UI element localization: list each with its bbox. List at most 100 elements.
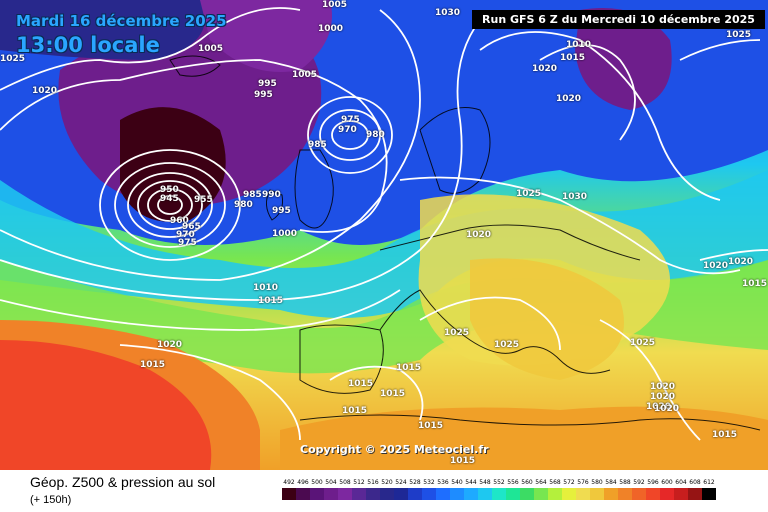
legend-value: 540 xyxy=(451,479,463,486)
isobar-label: 1015 xyxy=(342,406,368,416)
isobar-label: 1020 xyxy=(654,404,680,414)
coastline-europe xyxy=(379,224,641,374)
legend-entry: 568 xyxy=(548,478,562,500)
legend-value: 596 xyxy=(647,479,659,486)
isobar-label: 1020 xyxy=(556,94,582,104)
legend-entry: 608 xyxy=(688,478,702,500)
legend-swatch xyxy=(380,488,394,500)
legend-value: 492 xyxy=(283,479,295,486)
legend-swatch xyxy=(408,488,422,500)
legend-swatch xyxy=(282,488,296,500)
legend-value: 600 xyxy=(661,479,673,486)
legend-entry: 504 xyxy=(324,478,338,500)
isobar-label: 1020 xyxy=(650,392,676,402)
legend-entry: 556 xyxy=(506,478,520,500)
legend-entry: 596 xyxy=(646,478,660,500)
legend-value: 576 xyxy=(577,479,589,486)
isobar-label: 1015 xyxy=(140,360,166,370)
legend-value: 508 xyxy=(339,479,351,486)
isobar-label: 995 xyxy=(272,206,291,216)
isobar-label: 1010 xyxy=(253,283,279,293)
product-title: Géop. Z500 & pression au sol xyxy=(30,474,216,490)
isobar-label: 970 xyxy=(338,125,357,135)
legend-entry: 584 xyxy=(604,478,618,500)
geopotential-zone-orange-south xyxy=(280,406,768,470)
coastline-ireland xyxy=(266,189,283,221)
legend-entry: 524 xyxy=(394,478,408,500)
isobar-label: 1015 xyxy=(348,379,374,389)
legend-swatch xyxy=(604,488,618,500)
isobar-label: 1015 xyxy=(560,53,586,63)
legend-entry: 576 xyxy=(576,478,590,500)
isobar-label: 1020 xyxy=(646,402,672,412)
legend-entry: 572 xyxy=(562,478,576,500)
isobar-label: 1020 xyxy=(650,382,676,392)
isobar-label: 1020 xyxy=(728,257,754,267)
legend-swatch xyxy=(632,488,646,500)
legend-value: 612 xyxy=(703,479,715,486)
isobar-label: 970 xyxy=(176,230,195,240)
isobar-label: 950 xyxy=(160,185,179,195)
legend-swatch xyxy=(702,488,716,500)
isobar-label: 1020 xyxy=(157,340,183,350)
lead-time: (+ 150h) xyxy=(30,494,72,506)
isobar-label: 1015 xyxy=(450,456,476,466)
legend-value: 556 xyxy=(507,479,519,486)
geopotential-zone-dark-band xyxy=(0,0,205,60)
legend-swatch xyxy=(450,488,464,500)
isobar-label: 1025 xyxy=(630,338,656,348)
model-run-label: Run GFS 6 Z du Mercredi 10 décembre 2025 xyxy=(472,10,765,29)
isobar-label: 1015 xyxy=(396,363,422,373)
legend-value: 588 xyxy=(619,479,631,486)
legend-entry: 600 xyxy=(660,478,674,500)
isobar-label: 985 xyxy=(308,140,327,150)
legend-entry: 500 xyxy=(310,478,324,500)
legend-swatch xyxy=(478,488,492,500)
legend-swatch xyxy=(436,488,450,500)
isobar-label: 1015 xyxy=(742,279,768,289)
legend-swatch xyxy=(422,488,436,500)
legend-entry: 516 xyxy=(366,478,380,500)
legend-swatch xyxy=(548,488,562,500)
isobar-label: 1015 xyxy=(258,296,284,306)
legend-swatch xyxy=(310,488,324,500)
legend-value: 512 xyxy=(353,479,365,486)
legend-swatch xyxy=(492,488,506,500)
forecast-date: Mardi 16 décembre 2025 xyxy=(16,12,227,30)
isobar-label: 1020 xyxy=(32,86,58,96)
legend-swatch xyxy=(296,488,310,500)
legend-value: 608 xyxy=(689,479,701,486)
legend-value: 496 xyxy=(297,479,309,486)
isobar-label: 980 xyxy=(234,200,253,210)
legend-value: 604 xyxy=(675,479,687,486)
legend-entry: 492 xyxy=(282,478,296,500)
isobar-label: 975 xyxy=(178,238,197,248)
legend-value: 564 xyxy=(535,479,547,486)
isobar-label: 980 xyxy=(366,130,385,140)
legend-entry: 552 xyxy=(492,478,506,500)
isobar-label: 1015 xyxy=(380,389,406,399)
legend-entry: 560 xyxy=(520,478,534,500)
isobar-label: 1025 xyxy=(0,54,26,64)
geopotential-zone-deep-purple-low xyxy=(120,107,226,222)
legend-swatch xyxy=(324,488,338,500)
legend-swatch xyxy=(646,488,660,500)
legend-value: 520 xyxy=(381,479,393,486)
legend-entry: 528 xyxy=(408,478,422,500)
legend-entry: 548 xyxy=(478,478,492,500)
coastline-iberia xyxy=(299,324,384,394)
legend-swatch xyxy=(534,488,548,500)
legend-entry: 532 xyxy=(422,478,436,500)
legend-entry: 512 xyxy=(352,478,366,500)
isobar-label: 985 xyxy=(243,190,262,200)
isobar-label: 1005 xyxy=(198,44,224,54)
legend-value: 548 xyxy=(479,479,491,486)
isobar-label: 1025 xyxy=(726,30,752,40)
isobar-label: 975 xyxy=(341,115,360,125)
isobar-label: 1005 xyxy=(322,0,348,10)
legend-value: 528 xyxy=(409,479,421,486)
isobar-label: 1015 xyxy=(418,421,444,431)
legend-value: 516 xyxy=(367,479,379,486)
isobar-label: 1025 xyxy=(516,189,542,199)
isobar-label: 965 xyxy=(182,222,201,232)
